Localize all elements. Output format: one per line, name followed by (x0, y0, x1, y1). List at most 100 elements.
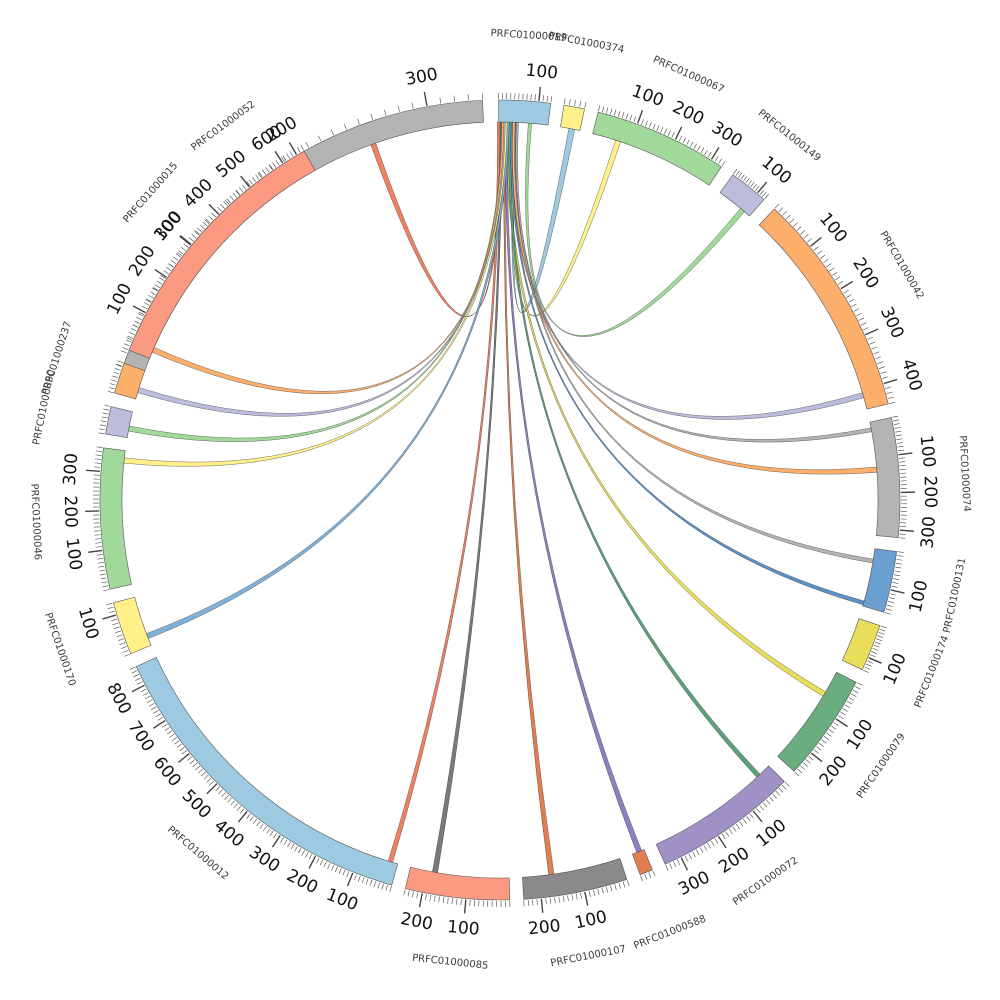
minor-tick (692, 851, 696, 858)
minor-tick (272, 162, 277, 168)
minor-tick (195, 765, 201, 771)
minor-tick (113, 371, 120, 375)
minor-tick (800, 765, 806, 770)
minor-tick (269, 830, 274, 836)
major-tick (86, 469, 101, 473)
minor-tick (438, 896, 440, 903)
minor-tick (664, 128, 668, 135)
minor-tick (275, 160, 280, 166)
segment-prfc01000046 (99, 447, 132, 590)
minor-tick (871, 651, 877, 654)
minor-tick (124, 653, 130, 657)
minor-tick (451, 898, 453, 905)
minor-tick (853, 308, 860, 312)
minor-tick (239, 808, 245, 814)
minor-tick (703, 845, 708, 851)
minor-tick (343, 123, 347, 130)
minor-tick (218, 789, 223, 795)
minor-tick (249, 816, 254, 822)
tick-label: 200 (816, 752, 852, 790)
minor-tick (826, 263, 832, 268)
minor-tick (797, 768, 803, 774)
minor-tick (688, 853, 692, 860)
minor-tick (327, 863, 331, 869)
minor-tick (823, 736, 830, 741)
minor-tick (710, 840, 715, 847)
minor-tick (126, 337, 133, 341)
minor-tick (886, 391, 893, 394)
minor-tick (648, 122, 652, 128)
tick-label: 100 (815, 209, 851, 247)
minor-tick (94, 538, 101, 540)
minor-tick (252, 818, 258, 824)
minor-tick (233, 803, 238, 809)
minor-tick (146, 298, 152, 303)
minor-tick (130, 328, 137, 332)
minor-tick (882, 376, 888, 379)
minor-tick (762, 191, 767, 197)
minor-tick (554, 897, 556, 904)
minor-tick (864, 666, 871, 670)
minor-tick (899, 461, 906, 463)
links-layer (123, 121, 878, 876)
minor-tick (832, 272, 838, 276)
minor-tick (96, 554, 103, 556)
minor-tick (238, 187, 244, 193)
minor-tick (785, 214, 791, 220)
minor-tick (150, 291, 156, 295)
minor-tick (601, 887, 604, 894)
minor-tick (101, 581, 108, 584)
minor-tick (330, 129, 334, 136)
minor-tick (370, 113, 374, 120)
minor-tick (112, 375, 119, 379)
minor-tick (746, 816, 751, 822)
tick-label: 200 (920, 475, 941, 508)
minor-tick (116, 363, 123, 367)
minor-tick (756, 808, 761, 814)
minor-tick (725, 831, 730, 837)
minor-tick (813, 246, 819, 251)
minor-tick (856, 682, 863, 686)
minor-tick (377, 882, 381, 889)
minor-tick (542, 95, 544, 102)
minor-tick (794, 771, 800, 777)
minor-tick (805, 759, 811, 764)
major-tick (757, 181, 768, 194)
minor-tick (205, 218, 211, 224)
minor-tick (266, 828, 271, 834)
minor-tick (154, 284, 160, 288)
minor-tick (164, 727, 170, 732)
minor-tick (732, 826, 737, 832)
minor-tick (844, 704, 851, 709)
minor-tick (889, 401, 896, 404)
minor-tick (318, 135, 322, 142)
minor-tick (173, 256, 179, 261)
minor-tick (803, 234, 809, 239)
major-tick (835, 718, 849, 728)
tick-label: 600 (149, 753, 185, 791)
minor-tick (886, 604, 893, 607)
major-tick (308, 855, 317, 869)
segment-prfc01000074 (869, 417, 901, 538)
minor-tick (884, 612, 891, 615)
link-prfc01000131 (510, 121, 865, 606)
minor-tick (682, 137, 686, 144)
minor-tick (174, 740, 180, 745)
minor-tick (896, 442, 903, 444)
minor-tick (176, 743, 182, 748)
major-tick (898, 452, 913, 456)
segment-prfc01000149 (719, 174, 765, 217)
minor-tick (429, 894, 432, 901)
minor-tick (800, 230, 806, 235)
minor-tick (354, 874, 357, 881)
minor-tick (293, 149, 297, 155)
minor-tick (159, 277, 165, 282)
minor-tick (116, 364, 122, 367)
minor-tick (289, 151, 294, 157)
major-tick (206, 783, 218, 795)
minor-tick (867, 660, 873, 664)
minor-tick (755, 185, 760, 191)
minor-tick (689, 141, 694, 148)
tick-label: 400 (897, 357, 926, 394)
